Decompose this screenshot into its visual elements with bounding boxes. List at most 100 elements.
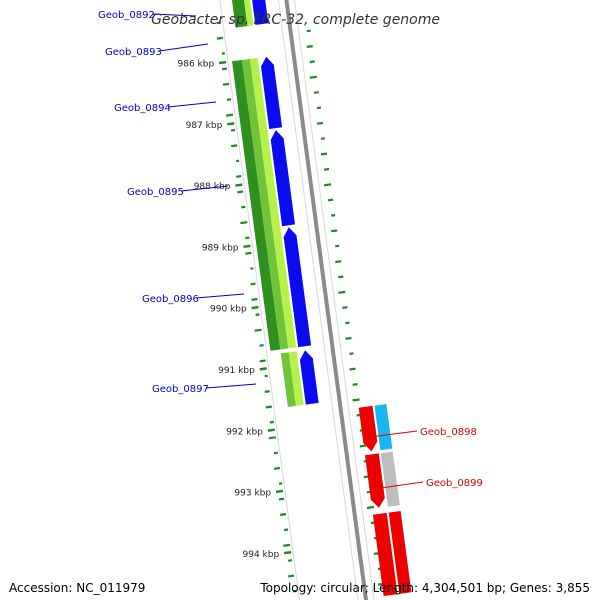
gene-label-geob-0892[interactable]: Geob_0892 <box>98 10 155 21</box>
gc-skew-tick <box>240 221 248 225</box>
cds-forward-geob-0897 <box>299 350 319 405</box>
gene-label-geob-0899[interactable]: Geob_0899 <box>426 478 483 489</box>
gc-skew-tick <box>269 420 274 424</box>
cds-reverse-geob-0899 <box>365 453 385 508</box>
kbp-tick <box>218 60 227 65</box>
gc-content-tick <box>320 152 328 156</box>
gc-content-tick <box>345 336 352 340</box>
gc-content-tick <box>323 183 332 187</box>
gene-leader-line <box>205 383 257 389</box>
gc-content-tick <box>316 106 322 110</box>
gc-content-tick <box>352 383 358 386</box>
gc-content-tick <box>320 137 326 140</box>
green-track-segment <box>231 0 248 28</box>
gc-skew-tick <box>245 251 252 255</box>
gc-skew-tick <box>241 205 246 209</box>
green-track-segment <box>241 59 289 350</box>
gene-label-geob-0897[interactable]: Geob_0897 <box>152 384 209 395</box>
gc-content-tick <box>349 352 354 355</box>
track-guide-line <box>219 0 300 600</box>
gc-skew-tick <box>250 282 256 286</box>
gene-leader-line <box>151 13 197 17</box>
gc-skew-tick <box>231 144 238 148</box>
cds-reverse-geob-0898 <box>358 405 378 452</box>
kbp-label: 989 kbp <box>202 244 239 254</box>
gc-skew-tick <box>279 513 287 516</box>
cds-reverse-next <box>372 512 398 596</box>
accession-text: Accession: NC_011979 <box>9 581 146 595</box>
gc-skew-tick <box>265 405 272 409</box>
kbp-tick <box>243 244 251 249</box>
gene-label-geob-0893[interactable]: Geob_0893 <box>105 47 162 58</box>
gc-content-tick <box>345 321 350 325</box>
gc-content-tick <box>338 275 344 279</box>
cds-forward-geob-0895 <box>270 130 295 227</box>
kbp-tick <box>251 305 259 310</box>
gc-skew-tick <box>216 21 221 25</box>
gene-label-geob-0894[interactable]: Geob_0894 <box>114 103 171 114</box>
gc-content-tick <box>316 121 324 125</box>
gc-content-tick <box>349 367 356 371</box>
gc-content-tick <box>306 45 313 48</box>
gene-leader-line <box>180 185 229 192</box>
green-track-segment <box>232 60 281 351</box>
kbp-tick <box>283 550 292 555</box>
cds-forward-geob-0894 <box>261 56 283 129</box>
cds-reverse-next-overlay <box>388 511 412 594</box>
green-track-segment <box>244 0 254 26</box>
backbone-line <box>284 0 369 600</box>
kbp-label: 987 kbp <box>186 121 223 131</box>
gc-skew-tick <box>259 344 264 347</box>
gc-content-tick <box>352 398 360 402</box>
gc-content-tick <box>331 214 336 217</box>
gene-label-geob-0895[interactable]: Geob_0895 <box>127 187 184 198</box>
gc-content-tick <box>323 167 330 171</box>
gc-skew-tick <box>254 328 262 332</box>
green-track-segment <box>280 352 296 407</box>
kbp-label: 991 kbp <box>218 366 255 376</box>
gc-skew-tick <box>237 190 244 194</box>
kbp-tick <box>259 367 267 371</box>
gc-content-tick <box>313 91 319 94</box>
gene-leader-line <box>373 481 424 490</box>
gene-leader-line <box>158 43 209 52</box>
track-guide-line <box>277 0 359 600</box>
gc-skew-tick <box>226 98 232 101</box>
gc-skew-tick <box>251 297 258 301</box>
gc-skew-tick <box>245 236 250 240</box>
gene-label-geob-0898[interactable]: Geob_0898 <box>420 427 477 438</box>
gc-skew-tick <box>259 359 266 363</box>
gc-skew-tick <box>255 313 260 316</box>
gc-skew-tick <box>225 113 234 117</box>
gc-skew-tick <box>283 543 291 547</box>
gc-skew-tick <box>273 451 279 455</box>
kbp-label: 993 kbp <box>234 489 271 499</box>
gc-skew-tick <box>221 67 228 71</box>
kbp-tick <box>275 489 284 494</box>
gc-content-tick <box>335 260 342 264</box>
gc-content-tick <box>342 306 348 309</box>
gc-skew-tick <box>268 436 276 440</box>
kbp-label: 990 kbp <box>210 305 247 315</box>
gene-leader-line <box>369 430 418 438</box>
gc-skew-tick <box>273 466 281 470</box>
map-title: Geobacter sp. FRC-32, complete genome <box>151 12 440 28</box>
gene-leader-line <box>195 293 245 299</box>
gc-content-tick <box>331 229 338 233</box>
kbp-label: 986 kbp <box>178 60 215 70</box>
gc-skew-tick <box>216 36 223 40</box>
green-track-segment <box>288 351 304 406</box>
gc-skew-tick <box>230 128 236 132</box>
genome-summary-text: Topology: circular; Length: 4,304,501 bp… <box>260 581 590 595</box>
gc-content-tick <box>309 75 317 79</box>
gc-skew-tick <box>278 497 285 501</box>
cds-forward-geob-0896 <box>283 227 312 348</box>
gc-content-tick <box>366 505 375 510</box>
gene-label-geob-0896[interactable]: Geob_0896 <box>142 294 199 305</box>
gc-skew-tick <box>222 82 230 86</box>
gc-skew-tick <box>264 390 270 393</box>
kbp-tick <box>267 428 275 432</box>
gc-skew-tick <box>288 559 293 562</box>
